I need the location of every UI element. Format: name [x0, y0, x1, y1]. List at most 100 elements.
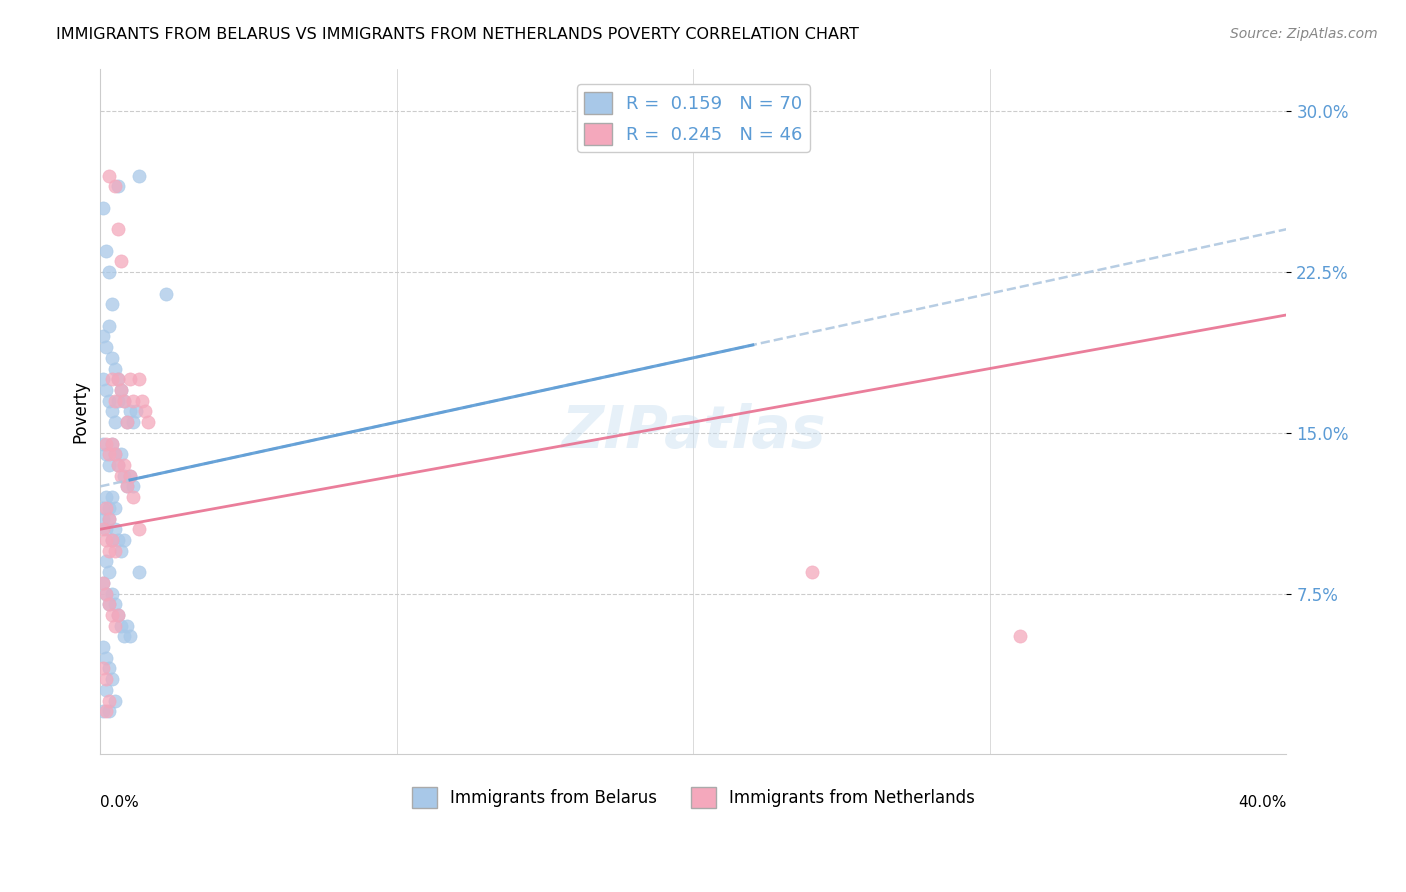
Point — [104, 415, 127, 429]
Point — [136, 415, 159, 429]
Point — [98, 458, 121, 472]
Point — [98, 543, 121, 558]
Point — [96, 447, 118, 461]
Point — [104, 393, 127, 408]
Point — [98, 597, 121, 611]
Point — [96, 490, 118, 504]
Point — [98, 511, 121, 525]
Point — [91, 640, 114, 654]
Point — [101, 672, 124, 686]
Point — [118, 629, 141, 643]
Point — [96, 704, 118, 718]
Point — [104, 597, 127, 611]
Point — [110, 543, 132, 558]
Point — [107, 372, 129, 386]
Point — [96, 650, 118, 665]
Legend: Immigrants from Belarus, Immigrants from Netherlands: Immigrants from Belarus, Immigrants from… — [405, 780, 981, 814]
Point — [125, 404, 148, 418]
Point — [91, 500, 114, 515]
Point — [134, 404, 156, 418]
Point — [122, 490, 145, 504]
Y-axis label: Poverty: Poverty — [72, 380, 89, 442]
Point — [91, 372, 114, 386]
Point — [98, 500, 121, 515]
Point — [107, 372, 129, 386]
Point — [101, 607, 124, 622]
Point — [112, 533, 135, 547]
Point — [1008, 629, 1031, 643]
Text: Source: ZipAtlas.com: Source: ZipAtlas.com — [1230, 27, 1378, 41]
Text: 0.0%: 0.0% — [100, 796, 139, 810]
Text: IMMIGRANTS FROM BELARUS VS IMMIGRANTS FROM NETHERLANDS POVERTY CORRELATION CHART: IMMIGRANTS FROM BELARUS VS IMMIGRANTS FR… — [56, 27, 859, 42]
Point — [107, 533, 129, 547]
Point — [107, 607, 129, 622]
Text: 40.0%: 40.0% — [1239, 796, 1286, 810]
Point — [101, 372, 124, 386]
Point — [96, 672, 118, 686]
Point — [122, 415, 145, 429]
Point — [101, 297, 124, 311]
Point — [112, 393, 135, 408]
Point — [91, 522, 114, 536]
Point — [112, 468, 135, 483]
Point — [101, 533, 124, 547]
Point — [101, 586, 124, 600]
Point — [115, 618, 138, 632]
Point — [115, 479, 138, 493]
Point — [128, 372, 150, 386]
Point — [98, 447, 121, 461]
Point — [98, 511, 121, 525]
Point — [131, 393, 153, 408]
Point — [101, 436, 124, 450]
Point — [98, 704, 121, 718]
Point — [91, 704, 114, 718]
Point — [104, 361, 127, 376]
Point — [104, 447, 127, 461]
Point — [801, 565, 824, 579]
Point — [104, 522, 127, 536]
Point — [101, 351, 124, 365]
Point — [128, 522, 150, 536]
Point — [128, 565, 150, 579]
Point — [96, 586, 118, 600]
Point — [110, 383, 132, 397]
Point — [118, 468, 141, 483]
Point — [91, 511, 114, 525]
Point — [96, 340, 118, 354]
Point — [115, 415, 138, 429]
Point — [98, 393, 121, 408]
Point — [96, 533, 118, 547]
Point — [110, 618, 132, 632]
Point — [104, 693, 127, 707]
Point — [104, 543, 127, 558]
Point — [107, 458, 129, 472]
Point — [96, 436, 118, 450]
Point — [107, 393, 129, 408]
Point — [115, 415, 138, 429]
Point — [98, 661, 121, 675]
Point — [96, 383, 118, 397]
Point — [98, 318, 121, 333]
Point — [107, 179, 129, 194]
Point — [107, 458, 129, 472]
Point — [112, 458, 135, 472]
Point — [122, 393, 145, 408]
Point — [96, 500, 118, 515]
Point — [91, 329, 114, 343]
Point — [101, 436, 124, 450]
Point — [96, 682, 118, 697]
Point — [128, 169, 150, 183]
Point — [96, 522, 118, 536]
Point — [98, 565, 121, 579]
Point — [98, 597, 121, 611]
Point — [107, 222, 129, 236]
Point — [96, 554, 118, 568]
Point — [91, 575, 114, 590]
Point — [91, 575, 114, 590]
Point — [118, 404, 141, 418]
Point — [112, 629, 135, 643]
Point — [96, 244, 118, 258]
Point — [115, 479, 138, 493]
Point — [98, 693, 121, 707]
Point — [110, 383, 132, 397]
